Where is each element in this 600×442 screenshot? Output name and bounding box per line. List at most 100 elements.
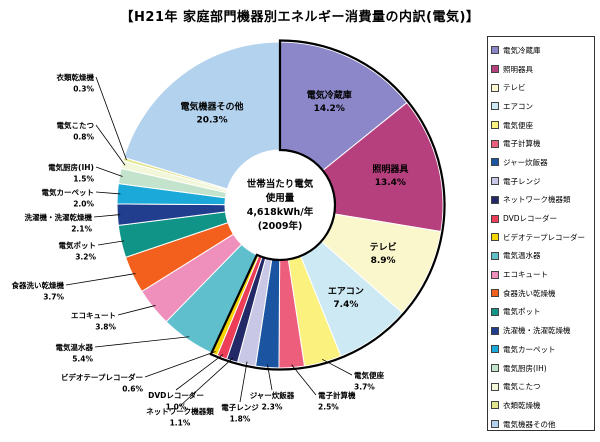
legend-label: 電子レンジ <box>503 176 541 186</box>
legend-item: 食器洗い乾燥機 <box>491 284 591 303</box>
leader-line <box>239 361 248 403</box>
slice-label: ネットワーク機器類 <box>146 406 214 416</box>
slice-label: 電気ポット <box>59 240 97 250</box>
legend-label: 衣類乾燥機 <box>503 400 541 410</box>
slice-label: 電気厨房(IH) <box>48 162 94 172</box>
slice-value-label: 0.3% <box>73 85 94 94</box>
legend-swatch <box>491 158 499 167</box>
legend-item: 電子レンジ <box>491 172 591 191</box>
slice-label: 電子レンジ <box>221 402 259 412</box>
slice-label: 電子計算機 <box>318 390 356 400</box>
slice-label: 電気機器その他 <box>181 100 244 112</box>
pie-slice <box>123 41 281 190</box>
slice-value-label: 2.5% <box>318 403 339 412</box>
legend-item: ネットワーク機器類 <box>491 191 591 210</box>
legend-label: 電子計算機 <box>503 139 541 149</box>
leader-line <box>93 214 121 218</box>
legend-item: 洗濯機・洗濯乾燥機 <box>491 321 591 340</box>
legend-swatch <box>491 46 499 55</box>
slice-label: エコキュート <box>71 311 116 320</box>
legend-item: 電気便座 <box>491 116 591 135</box>
legend-swatch <box>491 326 499 335</box>
legend-label: エアコン <box>503 101 533 111</box>
slice-value-label: 1.1% <box>170 419 191 428</box>
slice-value-label: 3.2% <box>75 253 96 262</box>
slice-value-label: 2.1% <box>71 225 92 234</box>
legend-item: 電気温水器 <box>491 247 591 266</box>
slice-label: 電気便座 <box>354 370 384 380</box>
legend-label: 電気カーペット <box>503 344 556 354</box>
leader-line <box>267 364 273 391</box>
legend-label: 電気厨房(IH) <box>503 363 547 373</box>
legend-item: ジャー炊飯器 <box>491 153 591 172</box>
legend-swatch <box>491 139 499 148</box>
legend-label: 食器洗い乾燥機 <box>503 288 556 298</box>
legend-swatch <box>491 364 499 373</box>
legend-item: エコキュート <box>491 265 591 284</box>
legend-swatch <box>491 251 499 260</box>
slice-value-label: 1.5% <box>73 175 94 184</box>
legend-swatch <box>491 401 499 410</box>
legend-label: 電気こたつ <box>503 382 541 392</box>
legend-swatch <box>491 83 499 92</box>
legend-swatch <box>491 195 499 204</box>
legend-label: 電気温水器 <box>503 251 541 261</box>
legend-label: ネットワーク機器類 <box>503 195 571 205</box>
legend-swatch <box>491 307 499 316</box>
slice-value-label: 5.4% <box>72 355 93 364</box>
center-label: (2009年) <box>258 220 303 232</box>
slice-label: エアコン <box>328 286 364 297</box>
legend: 電気冷蔵庫照明器具テレビエアコン電気便座電子計算機ジャー炊飯器電子レンジネットワ… <box>487 36 595 431</box>
center-label: 4,618kWh/年 <box>247 206 314 218</box>
leader-line <box>97 240 125 246</box>
slice-value-label: 13.4% <box>375 178 406 188</box>
legend-item: エアコン <box>491 97 591 116</box>
legend-label: 電気機器その他 <box>503 419 556 429</box>
slice-value-label: 20.3% <box>196 115 227 125</box>
leader-line <box>95 191 121 195</box>
slice-label: 照明器具 <box>372 164 408 175</box>
legend-item: 電気機器その他 <box>491 415 591 434</box>
legend-swatch <box>491 270 499 279</box>
legend-swatch <box>491 65 499 74</box>
legend-swatch <box>491 121 499 130</box>
legend-label: 電気冷蔵庫 <box>503 45 541 55</box>
legend-label: 洗濯機・洗濯乾燥機 <box>503 326 571 336</box>
leader-line <box>95 166 123 177</box>
legend-item: DVDレコーダー <box>491 209 591 228</box>
legend-label: 電気ポット <box>503 307 541 317</box>
slice-label: 衣類乾燥機 <box>57 72 95 82</box>
legend-label: エコキュート <box>503 270 548 280</box>
legend-item: 電子計算機 <box>491 134 591 153</box>
slice-value-label: 0.8% <box>73 133 94 142</box>
legend-label: ビデオテープレコーダー <box>503 232 586 242</box>
slice-value-label: 1.0% <box>166 403 187 412</box>
slice-label: ジャー炊飯器 <box>250 390 295 400</box>
slice-value-label: 2.3% <box>262 403 283 412</box>
slice-label: 食器洗い乾燥機 <box>12 280 65 290</box>
leader-line <box>95 124 126 166</box>
slice-label: 洗濯機・洗濯乾燥機 <box>25 212 93 222</box>
legend-swatch <box>491 289 499 298</box>
legend-swatch <box>491 345 499 354</box>
legend-swatch <box>491 177 499 186</box>
center-label: 使用量 <box>265 192 295 204</box>
legend-label: 電気便座 <box>503 120 533 130</box>
leader-line <box>117 305 156 316</box>
slice-value-label: 0.6% <box>122 385 143 394</box>
legend-item: 電気冷蔵庫 <box>491 41 591 60</box>
group-outline <box>209 39 446 371</box>
legend-item: 電気厨房(IH) <box>491 359 591 378</box>
slice-value-label: 2.0% <box>73 200 94 209</box>
legend-item: ビデオテープレコーダー <box>491 228 591 247</box>
legend-item: テレビ <box>491 78 591 97</box>
slice-value-label: 3.7% <box>354 383 375 392</box>
slice-value-label: 8.9% <box>371 256 396 266</box>
slice-label: 電気カーペット <box>42 187 95 197</box>
legend-label: 照明器具 <box>503 64 533 74</box>
leader-line <box>94 336 190 348</box>
slice-label: 電気こたつ <box>57 120 95 130</box>
center-label: 世帯当たり電気 <box>247 178 314 190</box>
legend-item: 照明器具 <box>491 60 591 79</box>
